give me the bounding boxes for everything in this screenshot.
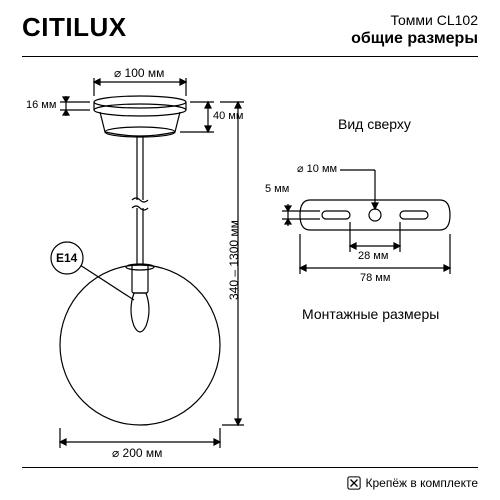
socket-label: E14 (56, 251, 77, 265)
footer: Крепёж в комплекте (347, 476, 478, 490)
screw-icon (347, 476, 361, 490)
globe-diameter-label: ⌀ 200 мм (112, 446, 162, 460)
slot-gap-label: 5 мм (265, 183, 289, 195)
footer-text: Крепёж в комплекте (366, 476, 478, 490)
canopy-height-label: 40 мм (213, 110, 243, 122)
top-view-title: Вид сверху (338, 116, 411, 132)
mounting-title: Монтажные размеры (302, 306, 439, 322)
footer-rule (22, 467, 478, 468)
height-range-label: 340 – 1300 мм (227, 220, 241, 300)
hole-diameter-label: ⌀ 10 мм (297, 162, 337, 175)
plate-width-label: 78 мм (360, 272, 390, 284)
canopy-cap-height-label: 16 мм (26, 99, 56, 111)
slot-span-label: 28 мм (358, 250, 388, 262)
canopy-diameter-label: ⌀ 100 мм (114, 66, 164, 80)
technical-drawing (0, 0, 500, 500)
